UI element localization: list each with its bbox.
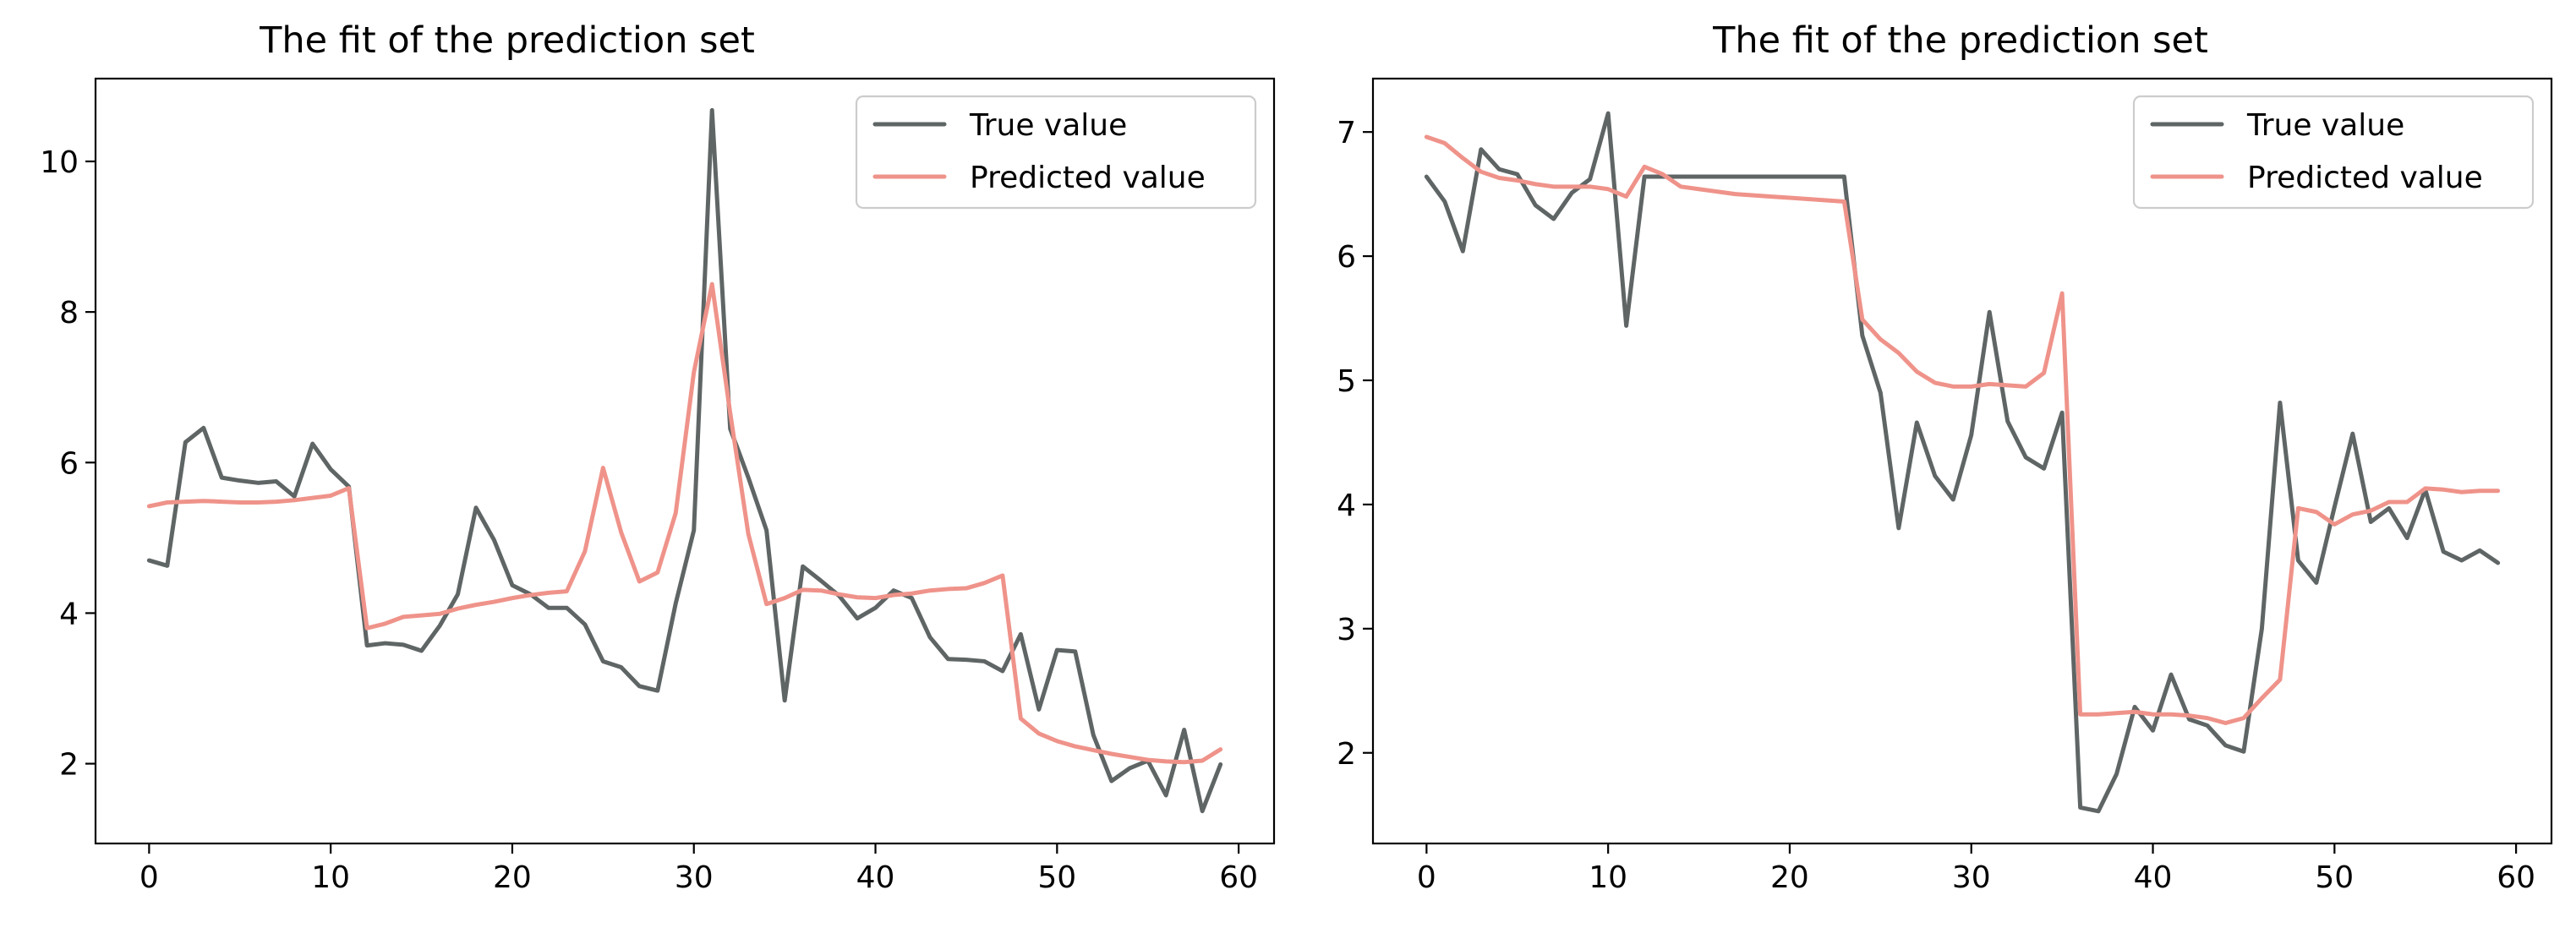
chart-right-series xyxy=(1424,111,2501,814)
chart-right-title: The fit of the prediction set xyxy=(1712,19,2208,62)
chart-left-ytick-label: 6 xyxy=(59,446,79,481)
chart-left-xtick-label: 60 xyxy=(1219,860,1258,895)
chart-right-series-predicted-value xyxy=(1424,134,2501,725)
chart-right-ytick-label: 7 xyxy=(1337,116,1356,150)
chart-left-xtick-label: 0 xyxy=(139,860,159,895)
chart-left-legend-box xyxy=(855,95,1257,210)
chart-left-ytick-label: 2 xyxy=(59,748,79,783)
chart-right-xtick-label: 40 xyxy=(2134,860,2173,895)
chart-right-ticks: 0 10 20 30 40 50 60 2 3 4 5 6 7 xyxy=(1337,116,2535,895)
chart-right-xtick-label: 20 xyxy=(1770,860,1809,895)
chart-left-title: The fit of the prediction set xyxy=(259,19,755,62)
chart-right-plot-frame xyxy=(1371,77,2553,845)
chart-right-legend-label-pred: Predicted value xyxy=(2247,161,2483,195)
chart-left-legend: True value Predicted value xyxy=(855,95,1257,210)
chart-left-xtick-label: 40 xyxy=(856,860,895,895)
chart-left-ticks: 0 10 20 30 40 50 60 2 4 6 8 10 xyxy=(40,145,1258,895)
chart-right-ytick-label: 3 xyxy=(1337,613,1356,647)
chart-left-xtick-label: 50 xyxy=(1037,860,1076,895)
chart-right-legend-label-true: True value xyxy=(2246,108,2404,143)
chart-left-xtick-label: 20 xyxy=(493,860,532,895)
chart-left-series-true-value xyxy=(146,107,1223,814)
chart-right-xtick-label: 0 xyxy=(1417,860,1436,895)
chart-left: The fit of the prediction set 0 10 20 30 40 5… xyxy=(40,19,1276,895)
chart-left-xtick-label: 10 xyxy=(311,860,350,895)
chart-right-legend-box xyxy=(2132,95,2535,210)
chart-left-series-predicted-value xyxy=(146,281,1223,765)
chart-right-ytick-label: 5 xyxy=(1337,364,1356,399)
chart-right-ytick-label: 2 xyxy=(1337,737,1356,772)
chart-right-xtick-label: 30 xyxy=(1952,860,1991,895)
chart-left-legend-label-pred: Predicted value xyxy=(970,161,1206,195)
chart-right-ytick-label: 6 xyxy=(1337,240,1356,275)
chart-left-ytick-label: 4 xyxy=(59,597,79,631)
chart-right-ytick-label: 4 xyxy=(1337,489,1356,523)
chart-right: The fit of the prediction set 0 10 20 30 40 5… xyxy=(1337,19,2553,895)
chart-right-xtick-label: 10 xyxy=(1589,860,1627,895)
chart-left-legend-label-true: True value xyxy=(969,108,1127,143)
chart-left-plot-frame xyxy=(94,77,1276,845)
chart-right-xtick-label: 50 xyxy=(2315,860,2354,895)
chart-left-ytick-label: 8 xyxy=(59,296,79,330)
chart-right-legend: True value Predicted value xyxy=(2132,95,2535,210)
chart-left-ytick-label: 10 xyxy=(40,145,79,180)
chart-right-series-true-value xyxy=(1424,111,2501,814)
chart-right-xtick-label: 60 xyxy=(2497,860,2535,895)
chart-left-series xyxy=(146,107,1223,814)
chart-left-xtick-label: 30 xyxy=(675,860,714,895)
